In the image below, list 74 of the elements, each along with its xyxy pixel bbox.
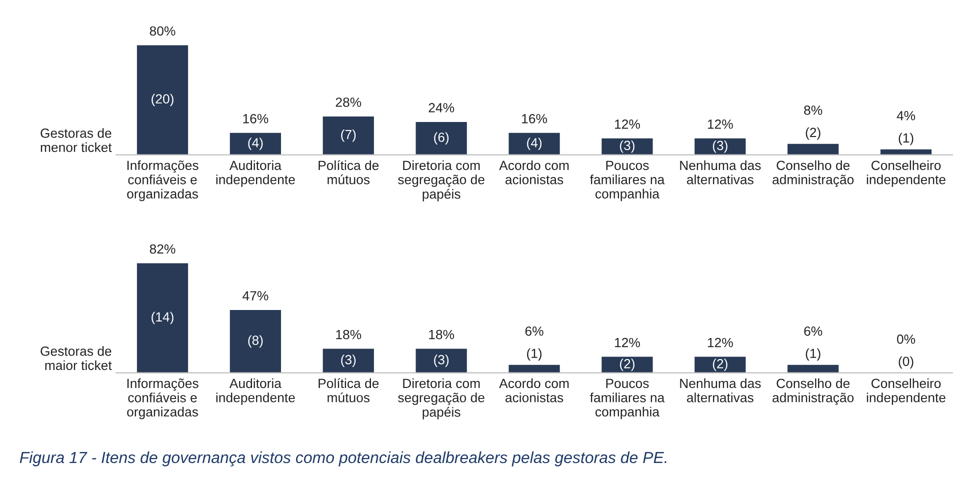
bar xyxy=(694,356,746,373)
annotation: (4) xyxy=(248,138,263,150)
annotation: (2) xyxy=(806,127,820,140)
bar xyxy=(508,132,560,155)
data-label: 16% xyxy=(243,114,268,124)
annotation: (2) xyxy=(620,358,634,371)
data-label: 12% xyxy=(708,338,733,348)
data-label: 80% xyxy=(150,26,176,36)
x-tick-label: Acordo com acionistas xyxy=(499,378,569,402)
annotation: (6) xyxy=(434,132,449,145)
annotation: (4) xyxy=(527,138,542,150)
x-tick-label: Poucos familiares na companhia xyxy=(590,378,665,420)
annotation: (3) xyxy=(620,140,634,153)
x-tick-label: Acordo com acionistas xyxy=(499,160,569,184)
data-label: 6% xyxy=(525,326,544,336)
x-tick-label: Diretoria com segregação de papéis xyxy=(398,378,484,420)
annotation: (1) xyxy=(806,348,820,361)
bar xyxy=(694,138,746,155)
x-tick-label: Política de mútuos xyxy=(318,378,379,402)
data-label: 47% xyxy=(242,291,268,300)
data-label: 18% xyxy=(336,330,362,340)
data-label: 8% xyxy=(804,106,822,115)
x-tick-label: Política de mútuos xyxy=(318,160,379,184)
x-tick-label: Conselheiro independente xyxy=(866,378,946,405)
x-tick-label: Poucos familiares na companhia xyxy=(590,160,665,202)
data-label: 12% xyxy=(615,338,640,348)
data-label: 24% xyxy=(428,103,454,112)
annotation: (1) xyxy=(527,348,542,361)
bar xyxy=(788,144,839,155)
data-label: 0% xyxy=(897,334,916,344)
x-tick-label: Conselho de administração xyxy=(772,160,854,187)
x-tick-label: Nenhuma das alternativas xyxy=(680,160,761,184)
annotation: (20) xyxy=(152,94,174,106)
annotation: (3) xyxy=(712,140,728,153)
x-tick-label: Auditoria independente xyxy=(216,160,295,187)
bar xyxy=(788,364,839,373)
annotation: (1) xyxy=(898,132,914,146)
annotation: (8) xyxy=(248,335,263,348)
data-label: 6% xyxy=(804,326,822,336)
x-tick-label: Nenhuma das alternativas xyxy=(680,378,761,402)
bar xyxy=(136,263,188,373)
bar xyxy=(322,348,374,373)
data-label: 4% xyxy=(896,111,916,120)
data-label: 28% xyxy=(336,98,362,107)
bar xyxy=(508,364,560,373)
annotation: (3) xyxy=(434,354,449,367)
bar xyxy=(322,116,374,155)
bar xyxy=(136,45,188,155)
annotation: (14) xyxy=(152,312,174,324)
x-tick-label: Informações confiáveis e organizadas xyxy=(127,378,198,420)
y-axis-title: Gestoras de maior ticket xyxy=(40,346,112,370)
data-label: 18% xyxy=(429,330,454,340)
text: Figura 17 - Itens de governança vistos como potenciais dealbreakers pelas gestoras de PE. xyxy=(20,451,666,466)
data-label: 12% xyxy=(708,119,733,129)
bar xyxy=(230,310,282,373)
x-tick-label: Conselho de administração xyxy=(772,378,854,405)
annotation: (3) xyxy=(341,354,356,367)
annotation: (7) xyxy=(341,129,356,142)
data-label: 16% xyxy=(522,114,548,124)
x-tick-label: Diretoria com segregação de papéis xyxy=(398,160,484,202)
bar xyxy=(880,149,932,155)
x-tick-label: Informações confiáveis e organizadas xyxy=(127,160,198,202)
data-label: 82% xyxy=(150,244,176,254)
y-axis-title: Gestoras de menor ticket xyxy=(40,128,112,152)
bar xyxy=(416,348,467,373)
data-label: 12% xyxy=(615,119,640,129)
bar xyxy=(230,132,282,155)
annotation: (0) xyxy=(898,356,914,369)
annotation: (2) xyxy=(712,358,728,371)
x-tick-label: Auditoria independente xyxy=(216,378,295,405)
bar xyxy=(602,138,653,155)
x-tick-label: Conselheiro independente xyxy=(866,160,946,187)
bar xyxy=(416,122,467,155)
bar xyxy=(602,356,653,373)
